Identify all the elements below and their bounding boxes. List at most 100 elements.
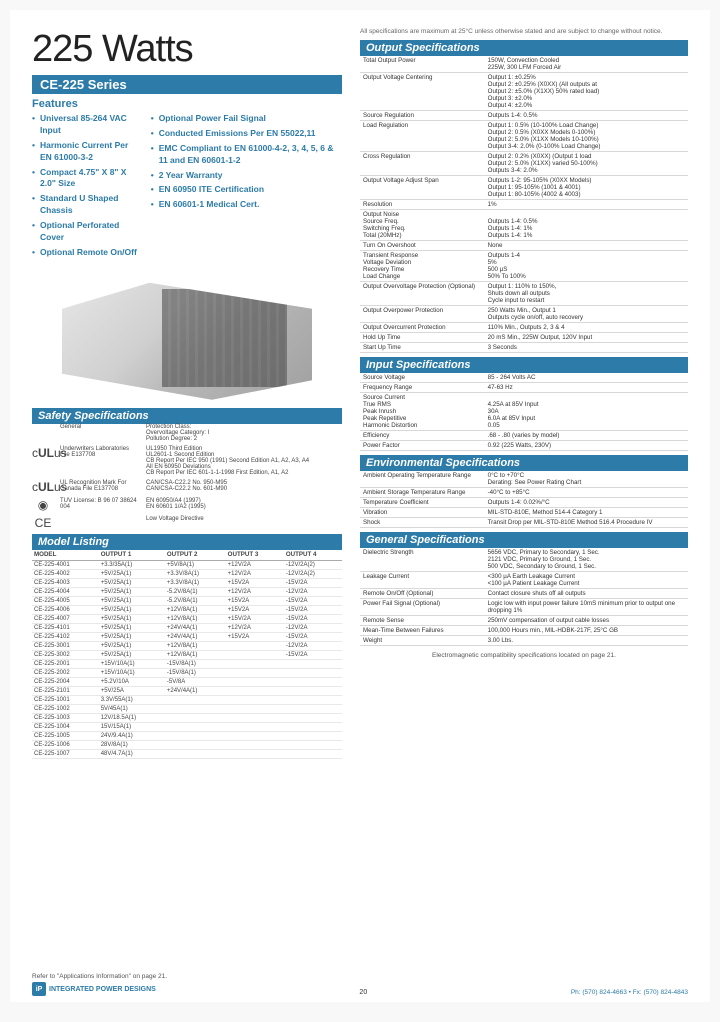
table-row: CE-225-4002+5V/25A(1)+3.3V/8A(1)+12V/2A-…	[32, 569, 342, 578]
feature-item: Standard U Shaped Chassis	[32, 193, 141, 217]
top-note: All specifications are maximum at 25°C u…	[360, 28, 688, 36]
feature-item: 2 Year Warranty	[151, 170, 342, 182]
feature-item: EMC Compliant to EN 61000-4-2, 3, 4, 5, …	[151, 143, 342, 167]
datasheet-page: 225 Watts CE-225 Series Features Univers…	[10, 10, 710, 1002]
table-row: CE-225-2002+15V/10A(1)-15V/8A(1)	[32, 668, 342, 677]
cert-text: CAN/CSA-C22.2 No. 950-M95 CAN/CSA-C22.2 …	[146, 480, 227, 492]
safety-block: General Protection Class: Overvoltage Ca…	[32, 424, 342, 530]
table-row: CE-225-4101+5V/25A(1)+24V/4A(1)+12V/2A-1…	[32, 623, 342, 632]
spec-row: Load RegulationOutput 1: 0.5% (10-100% L…	[360, 120, 688, 151]
feature-item: Universal 85-264 VAC Input	[32, 113, 141, 137]
logo-badge-icon: iP	[32, 982, 46, 996]
env-specs-table: Ambient Operating Temperature Range0°C t…	[360, 471, 688, 528]
spec-row: Weight3.00 Lbs.	[360, 635, 688, 645]
safety-general-label: General	[60, 424, 140, 430]
table-row: CE-225-2101+5V/25A+24V/4A(1)	[32, 686, 342, 695]
model-col-header: OUTPUT 3	[226, 550, 284, 561]
feature-list-right: Optional Power Fail Signal Conducted Emis…	[151, 113, 342, 262]
safety-row: cULus Underwriters Laboratories File E137…	[32, 446, 342, 476]
spec-row: Frequency Range47-63 Hz	[360, 382, 688, 392]
spec-row: Start Up Time3 Seconds	[360, 342, 688, 352]
spec-row: Mean-Time Between Failures100,000 Hours …	[360, 625, 688, 635]
table-row: CE-225-100312V/18.5A(1)	[32, 713, 342, 722]
cert-icon: cULus	[32, 446, 54, 460]
series-bar: CE-225 Series	[32, 75, 342, 94]
feature-item: Harmonic Current Per EN 61000-3-2	[32, 140, 141, 164]
safety-heading: Safety Specifications	[32, 408, 342, 424]
table-row: CE-225-4004+5V/25A(1)-5.2V/8A(1)+12V/2A-…	[32, 587, 342, 596]
product-photo	[62, 270, 312, 400]
spec-row: Remote Sense250mV compensation of output…	[360, 615, 688, 625]
spec-row: Total Output Power150W, Convection Coole…	[360, 56, 688, 73]
footer-reference: Refer to "Applications Information" on p…	[32, 973, 167, 980]
safety-general-text: Protection Class: Overvoltage Category: …	[146, 424, 209, 442]
model-table: MODELOUTPUT 1OUTPUT 2OUTPUT 3OUTPUT 4 CE…	[32, 550, 342, 759]
cert-text: UL1950 Third Edition UL2601-1 Second Edi…	[146, 446, 309, 476]
feature-item: Compact 4.75" X 8" X 2.0" Size	[32, 167, 141, 191]
feature-item: Optional Power Fail Signal	[151, 113, 342, 125]
model-col-header: MODEL	[32, 550, 99, 561]
table-row: CE-225-3001+5V/25A(1)+12V/8A(1)-12V/2A	[32, 641, 342, 650]
spec-row: Ambient Storage Temperature Range-40°C t…	[360, 487, 688, 497]
model-col-header: OUTPUT 4	[284, 550, 342, 561]
footer: iP INTEGRATED POWER DESIGNS 20 Ph: (570)…	[32, 982, 688, 996]
spec-row: Temperature CoefficientOutputs 1-4: 0.02…	[360, 497, 688, 507]
table-row: CE-225-2001+15V/10A(1)-15V/8A(1)	[32, 659, 342, 668]
table-row: CE-225-4005+5V/25A(1)-5.2V/8A(1)+15V2A-1…	[32, 596, 342, 605]
spec-row: Output Overvoltage Protection (Optional)…	[360, 281, 688, 305]
spec-row: Efficiency.68 - .80 (varies by model)	[360, 430, 688, 440]
spec-row: Output Overpower Protection250 Watts Min…	[360, 305, 688, 322]
feature-list-left: Universal 85-264 VAC Input Harmonic Curre…	[32, 113, 141, 262]
feature-item: Optional Remote On/Off	[32, 247, 141, 259]
page-number: 20	[156, 989, 571, 996]
gen-specs-heading: General Specifications	[360, 532, 688, 548]
spec-row: Dielectric Strength5656 VDC, Primary to …	[360, 548, 688, 572]
logo-text: INTEGRATED POWER DESIGNS	[49, 986, 156, 993]
spec-row: Turn On OvershootNone	[360, 240, 688, 250]
table-row: CE-225-4006+5V/25A(1)+12V/8A(1)+15V2A-15…	[32, 605, 342, 614]
spec-row: Leakage Current<300 µA Earth Leakage Cur…	[360, 571, 688, 588]
safety-row: ◉TUV License: B 96 07 38624 004EN 60950/…	[32, 498, 342, 512]
spec-row: Output Noise Source Freq. Switching Freq…	[360, 209, 688, 240]
spec-row: Output Voltage CenteringOutput 1: ±0.25%…	[360, 72, 688, 110]
gen-specs-table: Dielectric Strength5656 VDC, Primary to …	[360, 548, 688, 646]
feature-item: EN 60601-1 Medical Cert.	[151, 199, 342, 211]
output-specs-heading: Output Specifications	[360, 40, 688, 56]
left-column: 225 Watts CE-225 Series Features Univers…	[32, 28, 342, 984]
spec-row: Power Fail Signal (Optional)Logic low wi…	[360, 598, 688, 615]
cert-icon: CE	[32, 516, 54, 530]
spec-row: Source Current True RMS Peak Inrush Peak…	[360, 392, 688, 430]
model-col-header: OUTPUT 2	[165, 550, 226, 561]
table-row: CE-225-100415V/15A(1)	[32, 722, 342, 731]
cert-label: Underwriters Laboratories File E137708	[60, 446, 140, 458]
spec-row: Source Voltage85 - 264 Volts AC	[360, 373, 688, 383]
spec-row: Ambient Operating Temperature Range0°C t…	[360, 471, 688, 488]
cert-icon: ◉	[32, 498, 54, 512]
table-row: CE-225-4003+5V/25A(1)+3.3V/8A(1)+15V2A-1…	[32, 578, 342, 587]
table-row: CE-225-4001+3.3/35A(1)+5V/8A(1)+12V/2A-1…	[32, 560, 342, 569]
table-row: CE-225-100748V/4.7A(1)	[32, 749, 342, 758]
input-specs-table: Source Voltage85 - 264 Volts ACFrequency…	[360, 373, 688, 451]
table-row: CE-225-10013.3V/55A(1)	[32, 695, 342, 704]
cert-text: EN 60950/A4 (1997) EN 60601 1/A2 (1995)	[146, 498, 206, 510]
table-row: CE-225-10025V/45A(1)	[32, 704, 342, 713]
models-heading: Model Listing	[32, 534, 342, 550]
table-row: CE-225-4102+5V/25A(1)+24V/4A(1)+15V2A-15…	[32, 632, 342, 641]
right-column: All specifications are maximum at 25°C u…	[360, 28, 688, 984]
safety-row: cULus UL Recognition Mark For Canada File…	[32, 480, 342, 494]
table-row: CE-225-2004+5.2V/10A-5V/8A	[32, 677, 342, 686]
spec-row: ShockTransit Drop per MIL-STD-810E Metho…	[360, 517, 688, 527]
spec-row: Output Overcurrent Protection110% Min., …	[360, 322, 688, 332]
features-heading: Features	[32, 98, 342, 110]
cert-label: UL Recognition Mark For Canada File E137…	[60, 480, 140, 492]
output-specs-table: Total Output Power150W, Convection Coole…	[360, 56, 688, 353]
spec-row: Cross RegulationOutput 2: 0.2% (X0XX) (O…	[360, 151, 688, 175]
spec-row: Transient Response Voltage Deviation Rec…	[360, 250, 688, 281]
env-specs-heading: Environmental Specifications	[360, 455, 688, 471]
feature-item: Conducted Emissions Per EN 55022,11	[151, 128, 342, 140]
feature-item: Optional Perforated Cover	[32, 220, 141, 244]
spec-row: Hold Up Time20 mS Min., 225W Output, 120…	[360, 332, 688, 342]
company-logo: iP INTEGRATED POWER DESIGNS	[32, 982, 156, 996]
cert-icon: cULus	[32, 480, 54, 494]
table-row: CE-225-100524V/9.4A(1)	[32, 731, 342, 740]
